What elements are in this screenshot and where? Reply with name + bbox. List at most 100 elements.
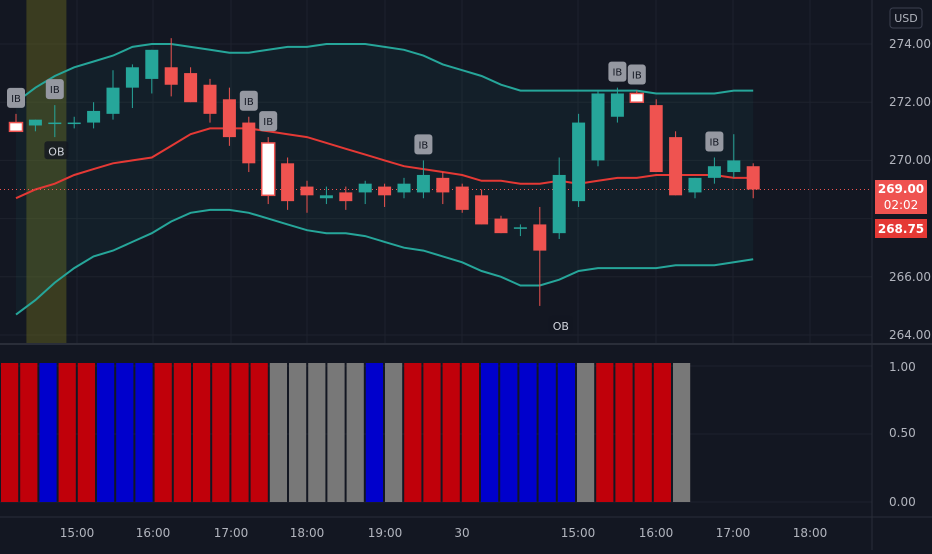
candle-body <box>707 166 721 178</box>
indicator-bar <box>58 363 76 502</box>
candle <box>416 160 430 199</box>
lower-band-line <box>15 208 754 316</box>
candle <box>242 116 256 173</box>
candle <box>87 102 101 129</box>
order-block-zone <box>26 0 67 344</box>
inside-bar-label: IB <box>11 94 21 105</box>
inside-bar-marker: IB <box>7 87 25 108</box>
inside-bar-marker: IB <box>259 111 278 132</box>
indicator-bar <box>519 363 537 502</box>
candle-body <box>416 174 430 193</box>
indicator-bar <box>193 363 211 502</box>
candle-body <box>591 93 605 161</box>
candle-body <box>145 49 159 79</box>
last-price-label: 269.00 <box>878 182 924 196</box>
candle-body <box>494 218 508 234</box>
candle <box>358 180 372 205</box>
indicator-bar <box>250 363 268 502</box>
indicator-bar <box>634 363 652 502</box>
candle <box>397 177 411 199</box>
indicator-tick: 1.00 <box>889 360 916 374</box>
indicator-bar <box>346 363 364 502</box>
candle-body <box>669 137 683 196</box>
candle-body <box>358 183 372 193</box>
candle <box>48 105 62 138</box>
time-tick: 19:00 <box>368 526 403 540</box>
candle <box>455 183 469 213</box>
candle-body <box>260 142 276 197</box>
candle-body <box>106 87 120 114</box>
candle <box>67 116 81 129</box>
currency-badge[interactable] <box>889 7 923 29</box>
indicator-bar <box>289 363 307 502</box>
candle <box>281 157 295 210</box>
inside-bar-badge <box>627 64 646 85</box>
candle-body <box>475 195 489 225</box>
candle-body <box>378 186 392 196</box>
inside-bar-label: IB <box>612 68 622 79</box>
last-price-badge <box>875 180 927 214</box>
inside-bar-badge <box>239 90 258 111</box>
candle <box>552 157 566 239</box>
time-axis[interactable]: 15:00 16:00 17:00 18:00 19:00 30 15:00 1… <box>0 516 932 540</box>
inside-bar-badge <box>45 79 64 100</box>
ref-price-label: 268.75 <box>878 222 924 236</box>
candle <box>8 113 24 133</box>
order-block-marker: OB <box>548 315 573 334</box>
candle <box>300 180 314 213</box>
candle-body <box>649 105 663 173</box>
candle <box>28 119 42 132</box>
price-tick: 266.00 <box>889 270 931 284</box>
candle-body <box>339 192 353 202</box>
indicator-tick: 0.50 <box>889 426 916 440</box>
candle-body <box>203 84 217 114</box>
ref-price-badge <box>875 219 927 238</box>
candle-body <box>87 110 101 123</box>
inside-bar-badge <box>705 131 724 152</box>
price-axis[interactable]: USD 274.00 272.00 270.00 266.00 264.00 2… <box>871 0 931 550</box>
candle-body <box>281 163 295 202</box>
inside-bar-label: IB <box>418 140 428 151</box>
indicator-bar <box>653 363 671 502</box>
candle-body <box>572 122 586 202</box>
indicator-bar <box>365 363 383 502</box>
indicator-bars <box>1 363 691 502</box>
candle-body <box>8 121 24 133</box>
indicator-pane[interactable] <box>0 363 872 503</box>
price-tick: 274.00 <box>889 37 931 51</box>
indicator-tick: 0.00 <box>889 495 916 509</box>
inside-bar-marker: IB <box>627 64 646 85</box>
order-block-badge <box>548 315 573 334</box>
inside-bar-badge <box>7 87 25 108</box>
indicator-bar <box>231 363 249 502</box>
indicator-bar <box>385 363 403 502</box>
candle-body <box>184 73 198 103</box>
main-pane[interactable]: IB IB IB IB IB IB IB IB OB OB <box>0 0 872 344</box>
candle <box>669 131 683 196</box>
candle <box>591 90 605 167</box>
indicator-bar <box>77 363 95 502</box>
candle <box>106 70 120 120</box>
candle <box>688 177 702 199</box>
inside-bar-marker: IB <box>608 61 627 82</box>
indicator-bar <box>1 363 19 502</box>
candle-body <box>222 99 236 138</box>
inside-bar-marker: IB <box>45 79 64 100</box>
candle-body <box>552 174 566 234</box>
candle <box>203 78 217 123</box>
inside-bar-label: IB <box>263 117 273 128</box>
countdown-label: 02:02 <box>884 198 919 212</box>
upper-band-line <box>15 43 754 104</box>
inside-bar-label: IB <box>244 97 254 108</box>
candle <box>629 90 645 103</box>
bollinger-fill <box>16 44 754 315</box>
order-block-badge <box>44 141 69 160</box>
candle <box>125 64 139 109</box>
inside-bar-marker: IB <box>705 131 724 152</box>
candle-body <box>242 122 256 164</box>
basis-line <box>15 127 754 200</box>
candle <box>533 206 547 306</box>
candle <box>378 183 392 207</box>
indicator-bar <box>442 363 460 502</box>
